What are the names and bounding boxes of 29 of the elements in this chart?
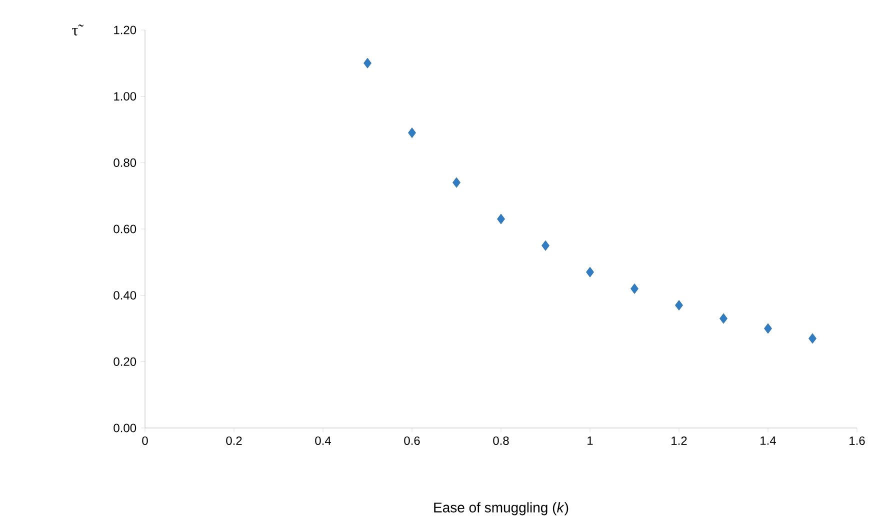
point	[542, 240, 550, 251]
y-tick-label: 1.20	[114, 26, 136, 34]
point	[630, 283, 638, 294]
x-tick-label: 0.6	[404, 436, 420, 445]
y-tick-label: 0.40	[114, 291, 136, 300]
point	[720, 313, 728, 324]
x-tick-label: 0	[142, 436, 148, 445]
point	[586, 266, 594, 278]
point	[408, 128, 416, 138]
y-tick-label: 1.00	[114, 92, 136, 101]
y-tick-label: 0.80	[114, 158, 136, 167]
x-tick-label: 0.4	[315, 436, 331, 445]
point	[364, 58, 372, 68]
x-axis-title: Ease of smuggling (k)	[434, 502, 568, 516]
x-tick-label: 1.4	[760, 436, 776, 445]
x-tick-label: 0.8	[493, 436, 509, 445]
point	[764, 323, 772, 334]
x-tick-label: 1	[588, 436, 593, 445]
x-tick-label: 0.2	[226, 436, 242, 445]
y-axis-title: τ̃	[72, 24, 84, 36]
point	[497, 214, 505, 224]
y-tick-label: 0.00	[114, 424, 136, 432]
y-tick-label: 0.60	[114, 224, 136, 234]
point	[452, 177, 460, 188]
x-tick-label: 1.2	[672, 436, 687, 445]
point	[675, 300, 683, 310]
y-tick-label: 0.20	[114, 357, 136, 366]
x-tick-label: 1.6	[850, 436, 865, 445]
point	[808, 333, 816, 344]
